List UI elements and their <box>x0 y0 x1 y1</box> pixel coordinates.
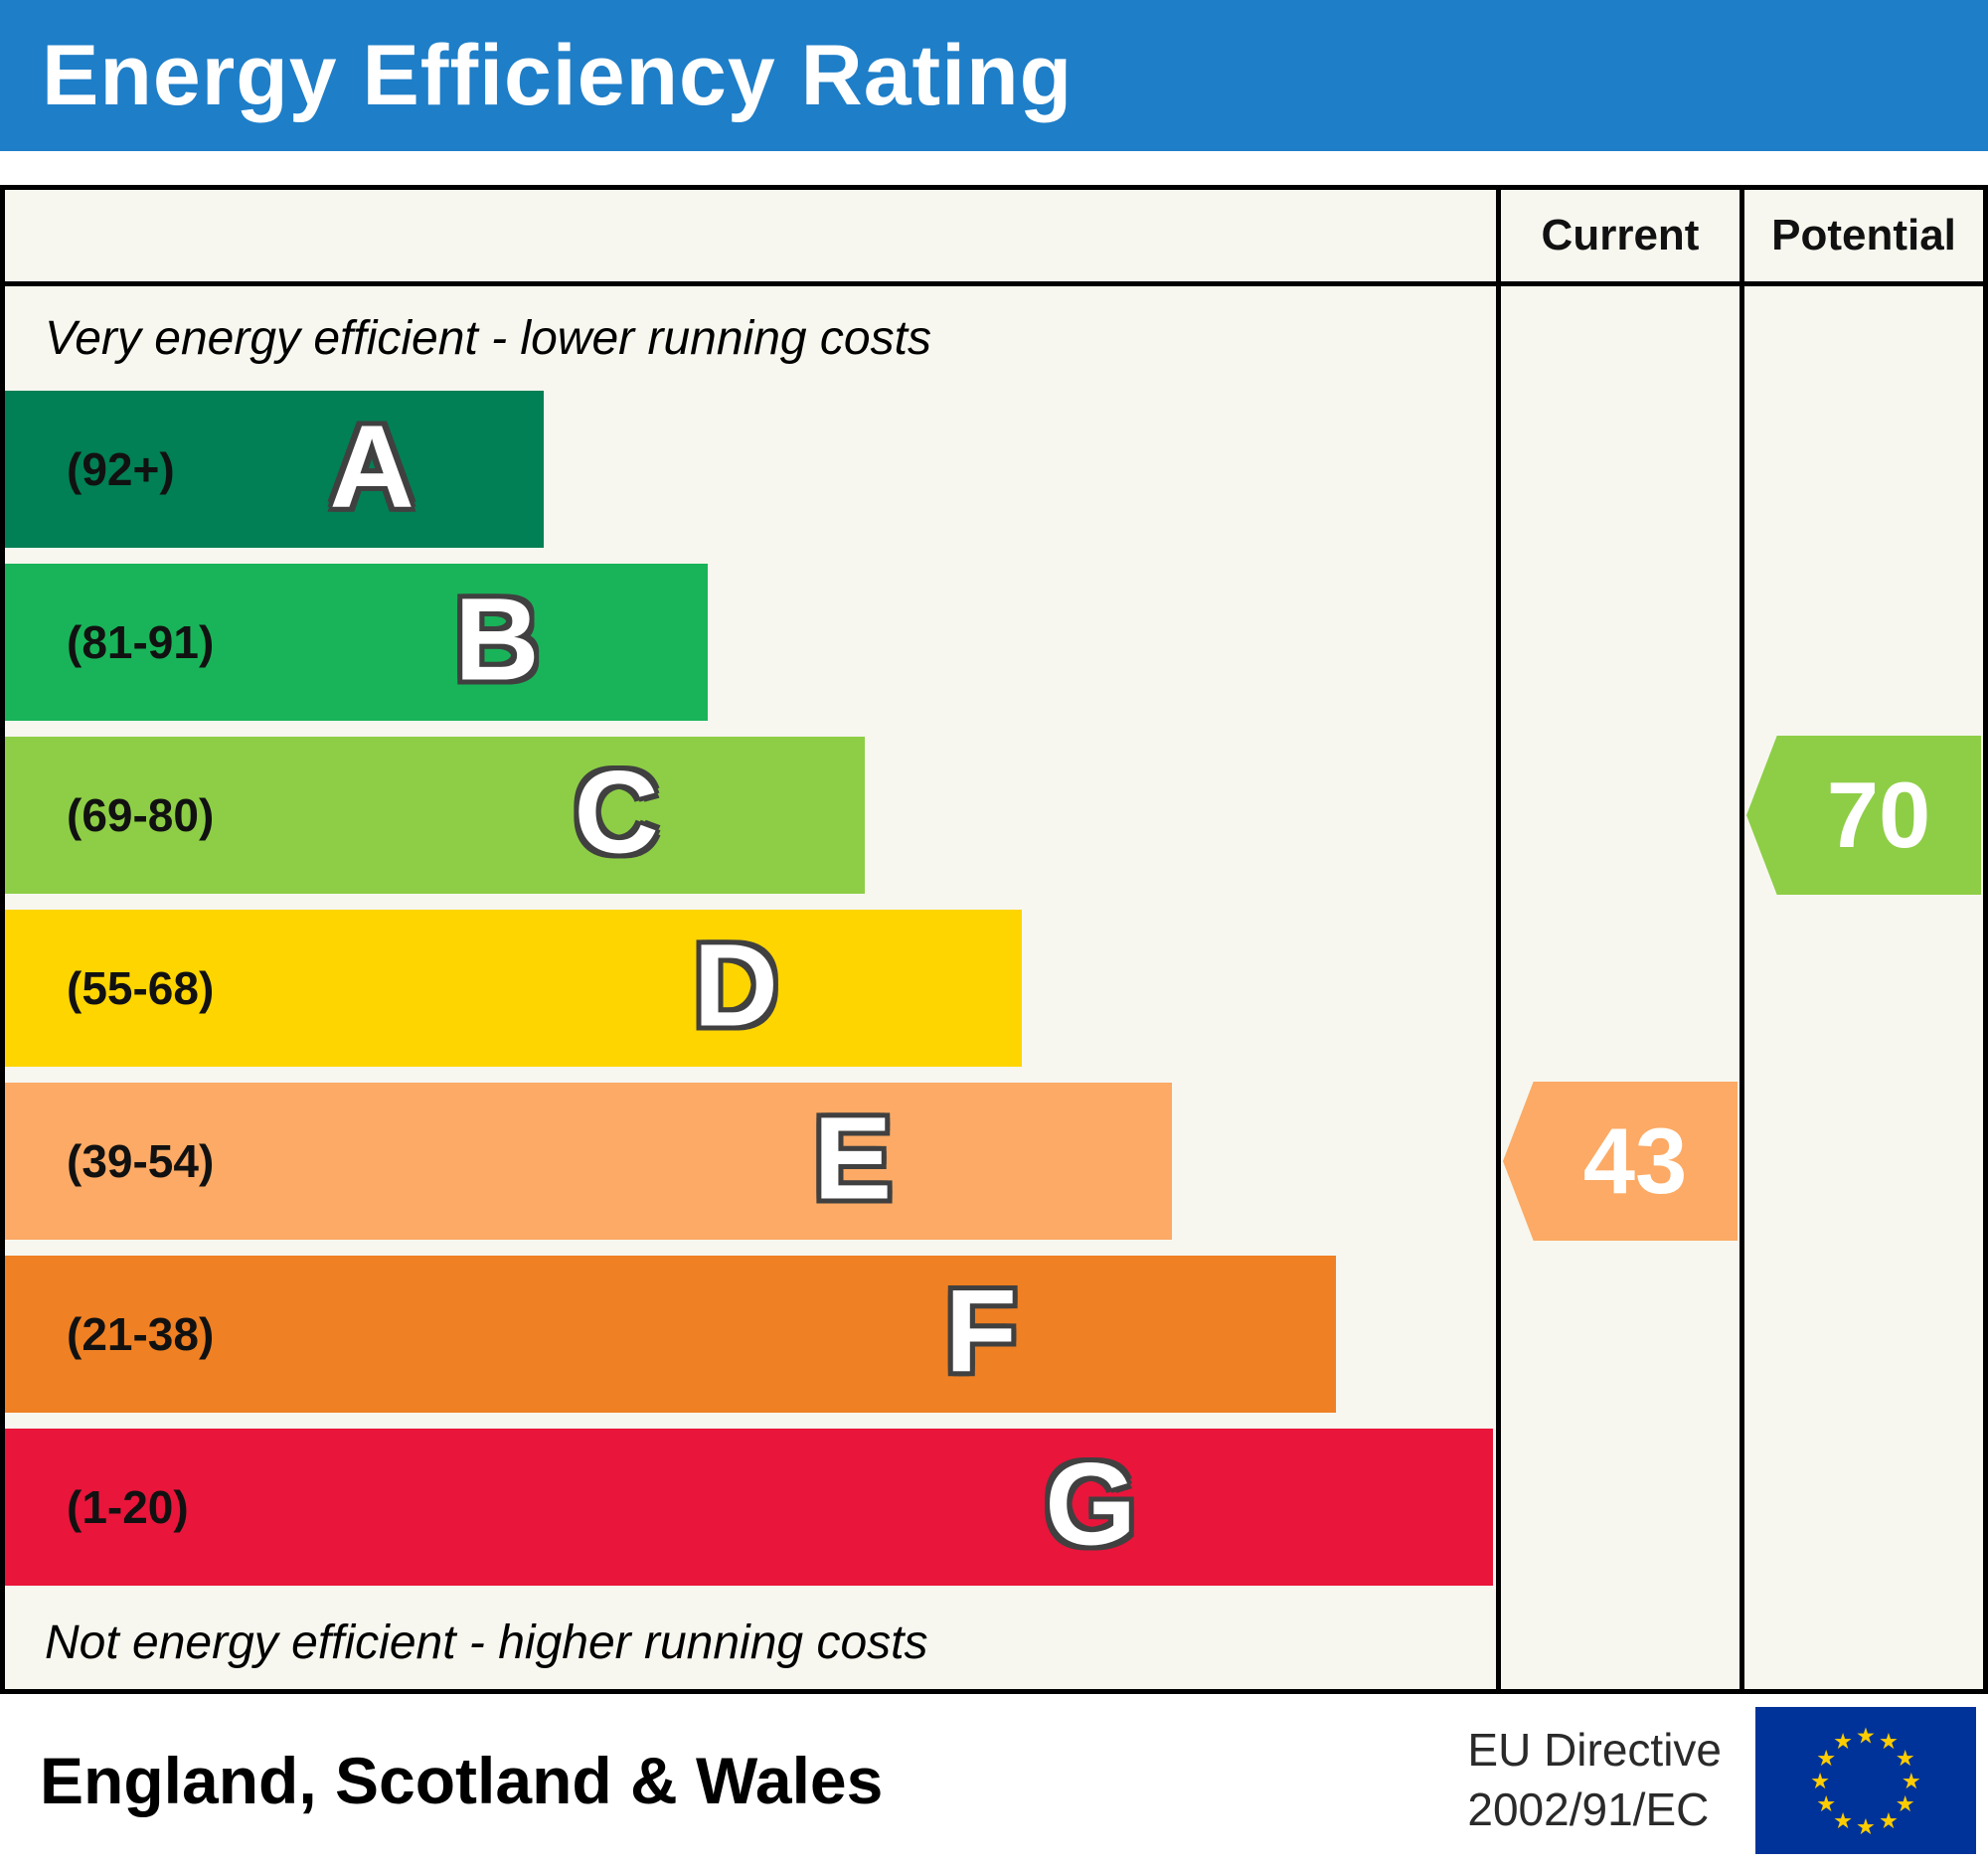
svg-text:★: ★ <box>1816 1791 1836 1817</box>
svg-text:★: ★ <box>1856 1723 1876 1749</box>
current-rating-arrow: 43 <box>1503 1082 1738 1241</box>
svg-text:★: ★ <box>1896 1746 1915 1772</box>
svg-text:★: ★ <box>1833 1808 1853 1834</box>
band-range-label: (69-80) <box>67 789 215 841</box>
band-range-label: (39-54) <box>67 1135 215 1187</box>
eu-flag-icon: ★ ★ ★ ★ ★ ★ ★ ★ ★ ★ ★ ★ <box>1755 1707 1976 1854</box>
title-bar: Energy Efficiency Rating <box>0 0 1988 151</box>
band-letter: C <box>574 747 659 879</box>
band-letter: F <box>944 1266 1017 1398</box>
svg-text:★: ★ <box>1879 1808 1899 1834</box>
band-letter: B <box>454 574 540 706</box>
band-letter: D <box>693 920 778 1052</box>
band-letter: G <box>1045 1439 1137 1571</box>
band-row-f: (21-38) F <box>5 1256 1501 1429</box>
page-title: Energy Efficiency Rating <box>42 27 1074 123</box>
band-range-label: (21-38) <box>67 1308 215 1360</box>
top-efficiency-note: Very energy efficient - lower running co… <box>45 312 931 365</box>
bottom-efficiency-note: Not energy efficient - higher running co… <box>45 1616 928 1669</box>
column-header-potential: Potential <box>1771 211 1956 259</box>
band-letter: A <box>329 401 414 533</box>
band-row-g: (1-20) G <box>5 1429 1501 1602</box>
band-row-a: (92+) A <box>5 391 1501 564</box>
column-header-current: Current <box>1541 211 1700 259</box>
eu-directive-line2: 2002/91/EC <box>1467 1783 1710 1835</box>
band-bar-g: (1-20) G <box>5 1429 1494 1586</box>
current-rating-value: 43 <box>1582 1108 1688 1213</box>
band-row-d: (55-68) D <box>5 910 1501 1083</box>
band-bar-d: (55-68) D <box>5 910 1023 1067</box>
band-bar-a: (92+) A <box>5 391 544 548</box>
band-row-c: (69-80) C <box>5 737 1501 910</box>
band-row-e: (39-54) E <box>5 1083 1501 1256</box>
svg-text:★: ★ <box>1816 1746 1836 1772</box>
region-label: England, Scotland & Wales <box>40 1744 884 1817</box>
column-header-row: Current Potential <box>5 190 1983 286</box>
potential-rating-value: 70 <box>1826 763 1931 867</box>
band-range-label: (81-91) <box>67 616 215 668</box>
svg-text:★: ★ <box>1896 1791 1915 1817</box>
svg-text:★: ★ <box>1902 1769 1921 1794</box>
current-column-divider <box>1496 190 1501 1689</box>
svg-text:★: ★ <box>1856 1814 1876 1840</box>
band-letter: E <box>813 1093 893 1225</box>
footer: England, Scotland & Wales EU Directive 2… <box>0 1694 1988 1867</box>
rating-bands: (92+) A (81-91) B (69-80) C (55-68) D (39-54) E (2… <box>5 391 1501 1602</box>
band-range-label: (1-20) <box>67 1481 189 1533</box>
band-bar-b: (81-91) B <box>5 564 709 721</box>
potential-rating-arrow: 70 <box>1746 736 1981 895</box>
band-bar-c: (69-80) C <box>5 737 866 894</box>
svg-text:★: ★ <box>1879 1729 1899 1755</box>
chart-panel: Current Potential Very energy efficient … <box>0 185 1988 1694</box>
potential-column-divider <box>1740 190 1744 1689</box>
band-range-label: (55-68) <box>67 962 215 1014</box>
eu-directive-label: EU Directive 2002/91/EC <box>1467 1721 1722 1840</box>
band-row-b: (81-91) B <box>5 564 1501 737</box>
svg-text:★: ★ <box>1810 1769 1830 1794</box>
band-bar-e: (39-54) E <box>5 1083 1172 1240</box>
band-bar-f: (21-38) F <box>5 1256 1337 1413</box>
svg-text:★: ★ <box>1833 1729 1853 1755</box>
band-range-label: (92+) <box>67 443 175 495</box>
eu-directive-line1: EU Directive <box>1467 1724 1722 1777</box>
